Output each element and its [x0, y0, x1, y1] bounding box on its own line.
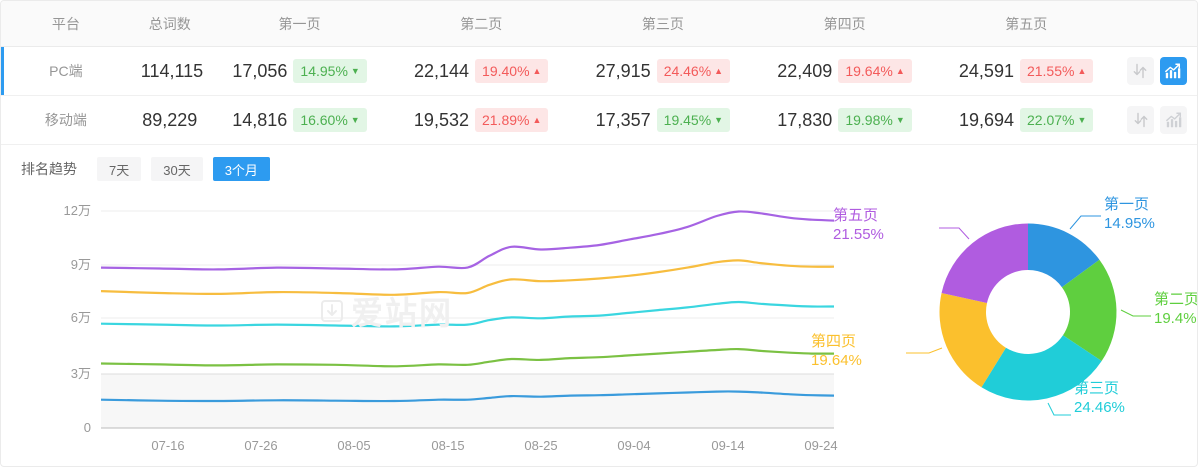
svg-text:21.55%: 21.55%	[833, 226, 884, 243]
svg-text:第三页: 第三页	[1074, 379, 1119, 397]
svg-text:14.95%: 14.95%	[1104, 215, 1155, 232]
svg-text:第四页: 第四页	[811, 332, 856, 350]
svg-text:第五页: 第五页	[833, 206, 878, 224]
svg-text:24.46%: 24.46%	[1074, 399, 1125, 416]
svg-text:19.64%: 19.64%	[811, 352, 862, 369]
svg-text:第一页: 第一页	[1104, 195, 1149, 213]
svg-text:19.4%: 19.4%	[1154, 310, 1197, 327]
svg-text:第二页: 第二页	[1154, 290, 1198, 308]
